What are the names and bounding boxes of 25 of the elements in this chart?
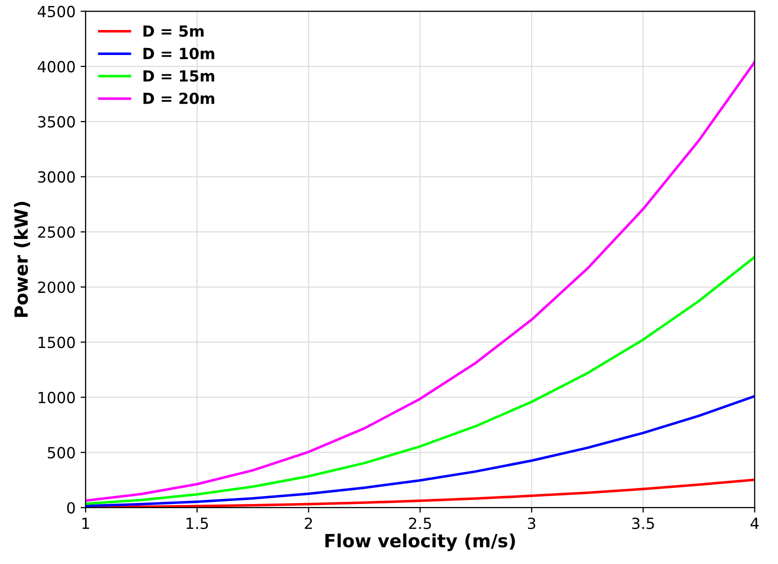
legend-label: D = 20m bbox=[144, 92, 214, 104]
x-tick-label: 2.5 bbox=[409, 518, 431, 530]
y-axis-title: Power (kW) bbox=[14, 202, 30, 317]
y-tick-label: 3500 bbox=[38, 116, 75, 128]
x-tick-label: 3.5 bbox=[632, 518, 654, 530]
y-tick-label: 4500 bbox=[38, 6, 75, 18]
x-axis-title: Flow velocity (m/s) bbox=[325, 533, 515, 552]
y-tick-label: 4000 bbox=[38, 60, 75, 72]
y-tick-label: 1000 bbox=[38, 392, 75, 404]
legend-label: D = 5m bbox=[144, 26, 204, 37]
x-tick-label: 4 bbox=[750, 518, 759, 529]
x-tick-label: 3 bbox=[528, 518, 536, 530]
y-tick-label: 0 bbox=[67, 502, 75, 514]
legend-label: D = 10m bbox=[144, 48, 214, 60]
x-tick-label: 2 bbox=[304, 518, 312, 529]
y-tick-label: 2500 bbox=[38, 226, 75, 238]
y-tick-label: 3000 bbox=[38, 171, 75, 183]
line-series bbox=[86, 60, 755, 502]
x-tick-label: 1.5 bbox=[186, 518, 208, 530]
line-series bbox=[86, 256, 755, 505]
x-tick-label: 1 bbox=[82, 518, 90, 529]
y-tick-label: 2000 bbox=[38, 281, 75, 294]
y-tick-label: 1500 bbox=[38, 336, 75, 348]
y-tick-label: 500 bbox=[48, 446, 75, 458]
legend-label: D = 15m bbox=[144, 70, 214, 82]
